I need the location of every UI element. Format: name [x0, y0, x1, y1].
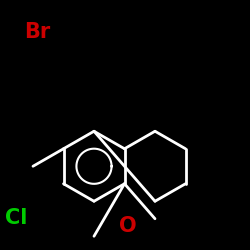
Text: Cl: Cl	[5, 208, 28, 228]
Text: Br: Br	[24, 22, 50, 42]
Text: O: O	[119, 216, 136, 236]
